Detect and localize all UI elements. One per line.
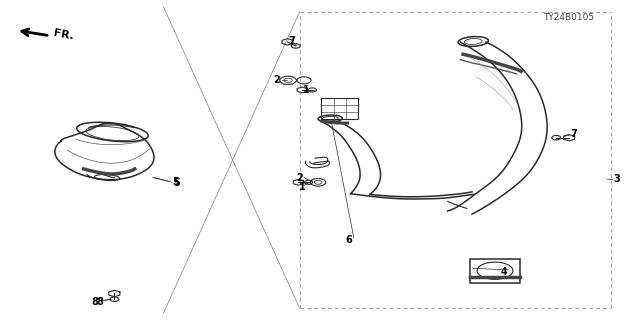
Text: FR.: FR. — [53, 28, 75, 42]
Text: 1: 1 — [303, 85, 309, 95]
Text: 3: 3 — [614, 174, 620, 184]
Text: 2: 2 — [296, 172, 303, 182]
Bar — [321, 98, 358, 119]
Text: TY24B0105: TY24B0105 — [543, 13, 595, 22]
Text: 2: 2 — [273, 75, 280, 85]
Text: 1: 1 — [299, 182, 305, 192]
Text: 7: 7 — [288, 36, 294, 46]
Text: 7: 7 — [571, 129, 577, 139]
Text: 5: 5 — [173, 178, 180, 188]
Text: 5: 5 — [172, 177, 179, 187]
Text: 4: 4 — [500, 267, 508, 276]
Text: 6: 6 — [346, 235, 352, 245]
Text: 8: 8 — [92, 297, 99, 307]
Text: 8: 8 — [96, 297, 103, 307]
Bar — [470, 259, 520, 283]
